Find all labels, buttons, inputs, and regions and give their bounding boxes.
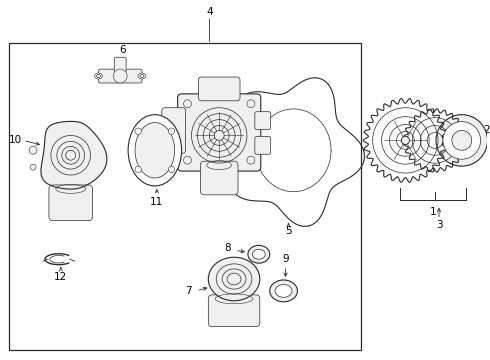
Circle shape — [135, 128, 141, 134]
Ellipse shape — [128, 114, 182, 186]
Ellipse shape — [208, 257, 260, 301]
Text: 8: 8 — [224, 243, 230, 253]
Text: 5: 5 — [285, 226, 292, 237]
Circle shape — [247, 100, 255, 108]
Circle shape — [113, 69, 127, 83]
Text: 2: 2 — [483, 126, 490, 135]
Circle shape — [184, 100, 192, 108]
Circle shape — [452, 130, 472, 150]
FancyBboxPatch shape — [162, 108, 186, 153]
Text: 10: 10 — [9, 135, 22, 145]
Circle shape — [436, 114, 488, 166]
Text: 6: 6 — [119, 45, 125, 55]
Circle shape — [184, 156, 192, 164]
Circle shape — [29, 146, 37, 154]
Text: 11: 11 — [150, 197, 164, 207]
Polygon shape — [41, 121, 107, 189]
Text: 3: 3 — [436, 220, 442, 230]
FancyBboxPatch shape — [198, 77, 240, 101]
Ellipse shape — [135, 122, 174, 178]
Circle shape — [135, 166, 141, 172]
FancyBboxPatch shape — [98, 69, 142, 83]
Circle shape — [169, 128, 175, 134]
Ellipse shape — [138, 73, 146, 79]
Ellipse shape — [270, 280, 297, 302]
FancyBboxPatch shape — [114, 57, 126, 73]
FancyBboxPatch shape — [177, 94, 261, 171]
Circle shape — [401, 136, 409, 144]
Ellipse shape — [248, 246, 270, 263]
Circle shape — [247, 156, 255, 164]
Ellipse shape — [275, 284, 292, 297]
Circle shape — [169, 166, 175, 172]
Circle shape — [30, 164, 36, 170]
Circle shape — [443, 122, 481, 159]
Text: 9: 9 — [282, 254, 289, 264]
FancyBboxPatch shape — [255, 112, 270, 130]
Text: 7: 7 — [185, 286, 192, 296]
Text: 4: 4 — [206, 7, 213, 17]
FancyBboxPatch shape — [255, 136, 270, 154]
FancyBboxPatch shape — [200, 161, 238, 195]
FancyBboxPatch shape — [208, 295, 260, 327]
Ellipse shape — [252, 249, 265, 259]
Text: 1: 1 — [430, 207, 437, 217]
Ellipse shape — [95, 73, 102, 79]
Bar — [9, 43, 361, 350]
Text: 12: 12 — [54, 272, 68, 282]
FancyBboxPatch shape — [49, 185, 93, 221]
